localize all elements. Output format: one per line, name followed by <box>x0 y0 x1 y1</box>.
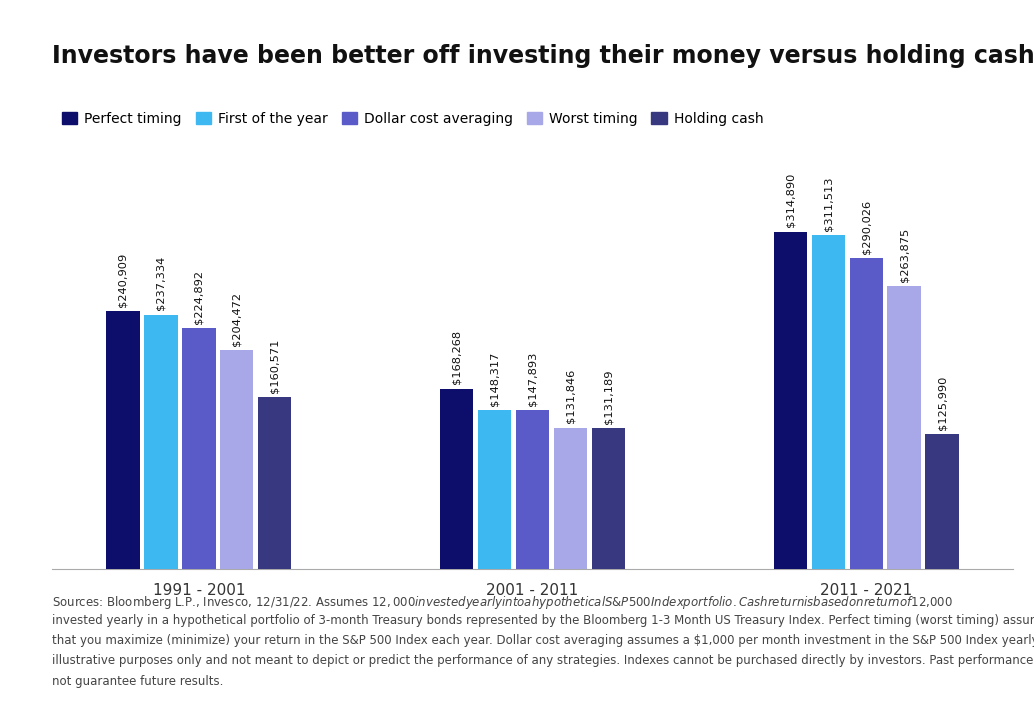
Text: $131,189: $131,189 <box>604 369 613 424</box>
Text: $204,472: $204,472 <box>232 292 242 346</box>
Text: $168,268: $168,268 <box>452 330 461 384</box>
Text: not guarantee future results.: not guarantee future results. <box>52 675 223 688</box>
Text: invested yearly in a hypothetical portfolio of 3-month Treasury bonds represente: invested yearly in a hypothetical portfo… <box>52 614 1034 627</box>
Text: $237,334: $237,334 <box>156 256 165 310</box>
Text: Sources: Bloomberg L.P., Invesco, 12/31/22. Assumes $12,000 invested yearly into: Sources: Bloomberg L.P., Invesco, 12/31/… <box>52 594 952 611</box>
Legend: Perfect timing, First of the year, Dollar cost averaging, Worst timing, Holding : Perfect timing, First of the year, Dolla… <box>57 107 769 132</box>
Text: illustrative purposes only and not meant to depict or predict the performance of: illustrative purposes only and not meant… <box>52 654 1034 667</box>
Bar <box>257 397 292 569</box>
Text: $148,317: $148,317 <box>489 351 499 405</box>
Bar <box>591 428 625 569</box>
Bar <box>850 258 883 569</box>
Text: $290,026: $290,026 <box>861 200 872 254</box>
Text: $224,892: $224,892 <box>193 270 204 324</box>
Bar <box>887 287 921 569</box>
Bar <box>107 311 140 569</box>
Text: $314,890: $314,890 <box>786 173 795 228</box>
Text: Investors have been better off investing their money versus holding cash: Investors have been better off investing… <box>52 45 1034 68</box>
Bar <box>440 389 474 569</box>
Bar <box>144 315 178 569</box>
Text: $160,571: $160,571 <box>270 338 279 392</box>
Text: $240,909: $240,909 <box>118 252 128 307</box>
Bar <box>220 350 253 569</box>
Bar <box>478 410 511 569</box>
Text: $263,875: $263,875 <box>900 228 909 282</box>
Text: $311,513: $311,513 <box>823 176 833 231</box>
Text: $147,893: $147,893 <box>527 352 538 406</box>
Bar <box>773 232 808 569</box>
Bar <box>182 328 215 569</box>
Bar <box>516 410 549 569</box>
Text: $125,990: $125,990 <box>937 375 947 430</box>
Bar <box>812 235 845 569</box>
Bar <box>925 434 959 569</box>
Bar <box>554 428 587 569</box>
Text: that you maximize (minimize) your return in the S&P 500 Index each year. Dollar : that you maximize (minimize) your return… <box>52 634 1034 647</box>
Text: $131,846: $131,846 <box>566 369 576 423</box>
